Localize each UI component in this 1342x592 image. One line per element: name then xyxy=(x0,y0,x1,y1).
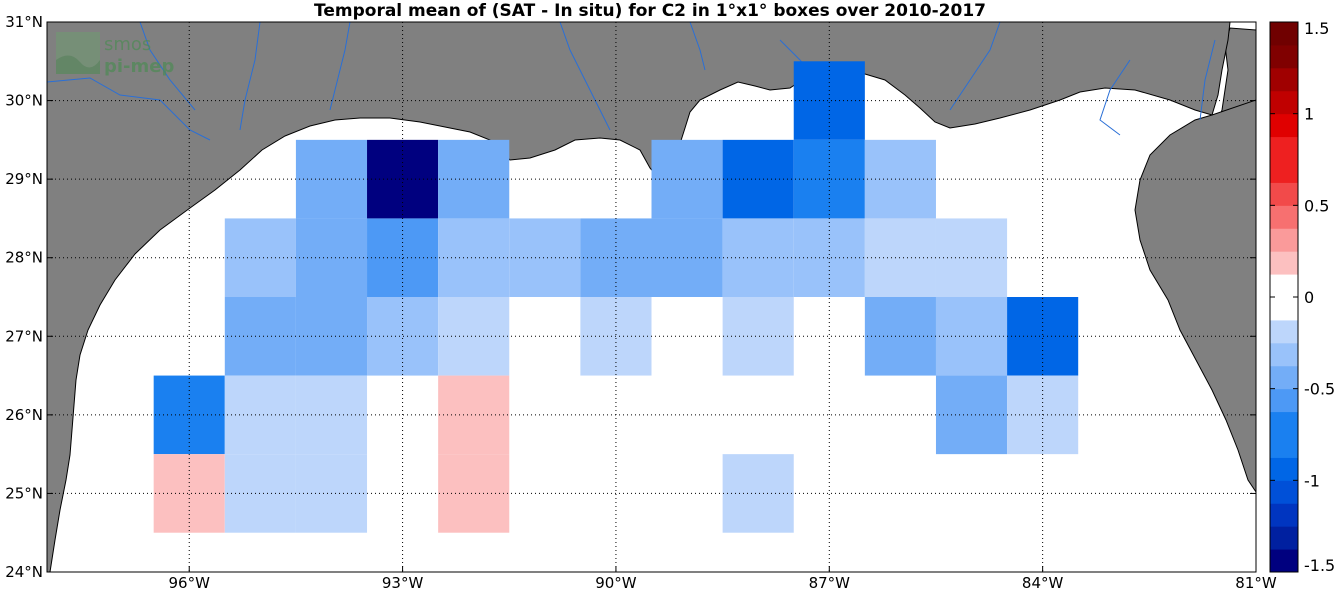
heatmap-cell xyxy=(224,297,296,376)
colorbar xyxy=(1270,22,1298,573)
colorbar-swatch xyxy=(1270,159,1298,183)
colorbar-tick-label: 1.5 xyxy=(1304,19,1329,38)
logo-text-smos: smos xyxy=(104,34,151,55)
colorbar-swatch xyxy=(1270,434,1298,458)
heatmap-cell xyxy=(793,61,865,140)
colorbar-swatch xyxy=(1270,67,1298,92)
colorbar-tick-label: 1 xyxy=(1304,105,1314,124)
colorbar-tick-label: -1 xyxy=(1304,471,1320,490)
colorbar-tick-label: -1.5 xyxy=(1304,556,1335,575)
lon-tick-label: 81°W xyxy=(1235,574,1277,592)
colorbar-swatch xyxy=(1270,44,1298,69)
colorbar-swatch xyxy=(1270,228,1298,252)
heatmap-cell xyxy=(438,375,510,455)
colorbar-swatch xyxy=(1270,342,1298,367)
heatmap-cell xyxy=(153,454,225,533)
colorbar-swatch xyxy=(1270,297,1298,321)
heatmap-cell xyxy=(722,139,794,219)
colorbar-swatch xyxy=(1270,113,1298,138)
colorbar-swatch xyxy=(1270,319,1298,344)
heatmap-cell xyxy=(509,218,581,297)
colorbar-tick-label: -0.5 xyxy=(1304,380,1335,399)
colorbar-swatch xyxy=(1270,526,1298,550)
heatmap-cell xyxy=(438,139,510,219)
colorbar-swatch xyxy=(1270,457,1298,481)
heatmap-cell xyxy=(224,218,296,297)
lat-tick-label: 28°N xyxy=(5,249,43,267)
colorbar-swatch xyxy=(1270,205,1298,229)
colorbar-swatch xyxy=(1270,90,1298,115)
heatmap-cell xyxy=(864,218,936,297)
lat-tick-label: 27°N xyxy=(5,327,43,345)
lat-tick-label: 31°N xyxy=(5,13,43,31)
colorbar-swatch xyxy=(1270,480,1298,504)
heatmap-cell xyxy=(793,139,865,219)
heatmap-cell xyxy=(438,218,510,297)
lat-tick-label: 26°N xyxy=(5,406,43,424)
heatmap-cell xyxy=(864,139,936,219)
heatmap-cell xyxy=(864,297,936,376)
colorbar-frame xyxy=(1269,21,1299,573)
lon-tick-label: 90°W xyxy=(595,574,637,592)
heatmap-cell xyxy=(722,297,794,376)
lat-tick-label: 25°N xyxy=(5,484,43,502)
longitude-ticks: 96°W 93°W 90°W 87°W 84°W 81°W xyxy=(169,566,1277,592)
heatmap-cell xyxy=(224,454,296,533)
colorbar-tick-label: 0 xyxy=(1304,288,1314,307)
heatmap-cell xyxy=(438,297,510,376)
colorbar-ticks: 1.5 1 0.5 0 -0.5 -1 -1.5 xyxy=(1270,19,1335,575)
colorbar-tick-label: 0.5 xyxy=(1304,196,1329,215)
logo-wave xyxy=(56,55,100,74)
lon-tick-label: 93°W xyxy=(382,574,424,592)
latitude-ticks: 24°N 25°N 26°N 27°N 28°N 29°N 30°N 31°N xyxy=(5,13,1256,581)
colorbar-swatch xyxy=(1270,388,1298,413)
heatmap-cell xyxy=(722,454,794,533)
heatmap-cell xyxy=(224,375,296,455)
smos-pimep-logo: smos pi-mep xyxy=(56,32,174,77)
map-title: Temporal mean of (SAT - In situ) for C2 … xyxy=(314,1,986,21)
land-gulf-coast xyxy=(47,22,1231,572)
colorbar-swatch xyxy=(1270,411,1298,435)
lat-tick-label: 30°N xyxy=(5,92,43,110)
lon-tick-label: 84°W xyxy=(1022,574,1064,592)
lat-tick-label: 24°N xyxy=(5,563,43,581)
map-frame xyxy=(46,21,1257,573)
rivers xyxy=(47,22,1216,141)
heatmap-cell xyxy=(438,454,510,533)
colorbar-swatch xyxy=(1270,136,1298,160)
colorbar-swatch xyxy=(1270,182,1298,206)
colorbar-swatch xyxy=(1270,22,1298,46)
heatmap-cell xyxy=(793,218,865,297)
heatmap-cell xyxy=(367,139,439,219)
land-florida xyxy=(1134,99,1256,493)
heatmap-cell xyxy=(367,218,439,297)
colorbar-swatch xyxy=(1270,549,1298,573)
colorbar-swatch xyxy=(1270,274,1298,298)
lon-tick-label: 96°W xyxy=(169,574,211,592)
heatmap-cell xyxy=(722,218,794,297)
lon-tick-label: 87°W xyxy=(809,574,851,592)
logo-text-pimep: pi-mep xyxy=(104,56,174,77)
colorbar-swatch xyxy=(1270,365,1298,390)
colorbar-swatch xyxy=(1270,251,1298,275)
colorbar-swatch xyxy=(1270,503,1298,527)
lat-tick-label: 29°N xyxy=(5,170,43,188)
